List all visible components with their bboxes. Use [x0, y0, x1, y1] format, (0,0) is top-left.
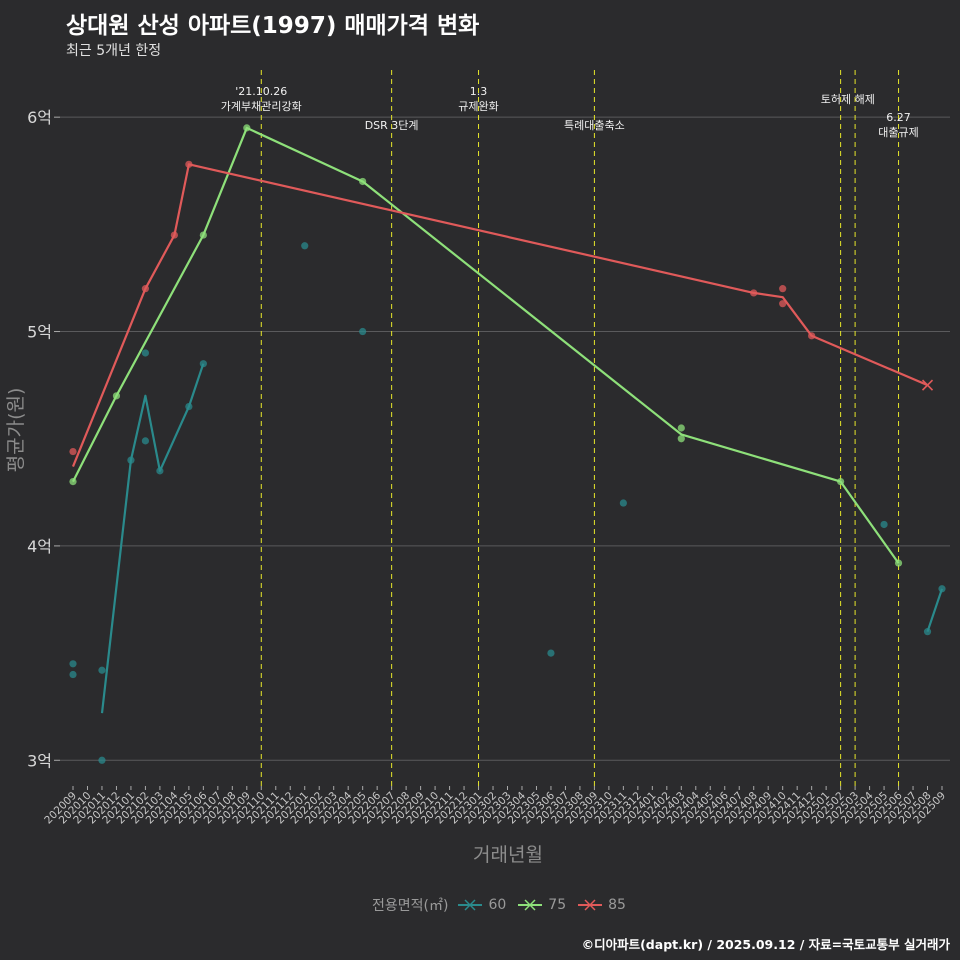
legend: 전용면적(㎡) 60 75 85: [372, 895, 638, 915]
series-60-point: [619, 499, 627, 507]
event-label: 특례대출축소: [564, 119, 625, 132]
series-60-point: [359, 327, 367, 336]
event-label: DSR 3단계: [365, 119, 419, 132]
legend-label-75: 75: [548, 897, 567, 913]
series-85-point: [779, 285, 787, 293]
legend-title: 전용면적(㎡): [372, 898, 449, 914]
legend-item-75[interactable]: 75: [518, 897, 566, 913]
series-85-line: [71, 163, 928, 468]
event-label: 1.3: [470, 85, 488, 98]
series-60-point: [69, 670, 77, 679]
series-60-line: [100, 363, 205, 714]
y-tick-label: 6억: [27, 108, 52, 127]
y-tick-label: 5억: [27, 323, 52, 342]
series-60-point: [880, 520, 888, 529]
source-caption: ©디아파트(dapt.kr) / 2025.09.12 / 자료=국토교통부 실…: [581, 937, 950, 952]
series-60-line-segment: [926, 588, 944, 633]
event-label: 대출규제: [878, 126, 918, 139]
series-85-last-marker: [921, 379, 934, 391]
series-60-point: [301, 242, 309, 250]
chart-subtitle: 최근 5개년 한정: [66, 43, 162, 59]
legend-label-60: 60: [488, 897, 507, 913]
series-85-point: [69, 447, 77, 456]
series-60-point: [547, 649, 555, 657]
legend-label-85: 85: [608, 897, 626, 913]
y-tick-label: 4억: [27, 537, 52, 556]
x-axis-title: 거래년월: [473, 844, 543, 866]
legend-item-60[interactable]: 60: [458, 897, 506, 913]
series-60-point: [69, 660, 77, 668]
legend-key-75-icon: [518, 899, 543, 911]
y-axis-title: 평균가(원): [5, 388, 27, 473]
series-60-point: [141, 437, 150, 445]
series-60-point: [98, 666, 106, 674]
event-label: 토허제 해제: [821, 92, 875, 106]
series-60-point: [938, 585, 946, 593]
chart-title: 상대원 산성 아파트(1997) 매매가격 변화: [66, 13, 480, 39]
series-85-point: [779, 300, 787, 308]
series-60-point: [141, 349, 150, 357]
event-label: '21.10.26: [235, 85, 287, 98]
series-75-point: [677, 435, 685, 443]
legend-item-85[interactable]: 85: [578, 897, 626, 913]
legend-key-85-icon: [578, 899, 603, 911]
event-label: 6.27: [886, 111, 911, 124]
series-75-line: [72, 126, 900, 564]
y-tick-label: 3억: [27, 751, 52, 770]
series-75-point: [677, 424, 685, 432]
event-label: 규제완화: [458, 100, 498, 113]
event-label: 가계부채관리강화: [221, 100, 302, 113]
series-60-point: [98, 756, 106, 764]
legend-key-60-icon: [458, 899, 483, 911]
